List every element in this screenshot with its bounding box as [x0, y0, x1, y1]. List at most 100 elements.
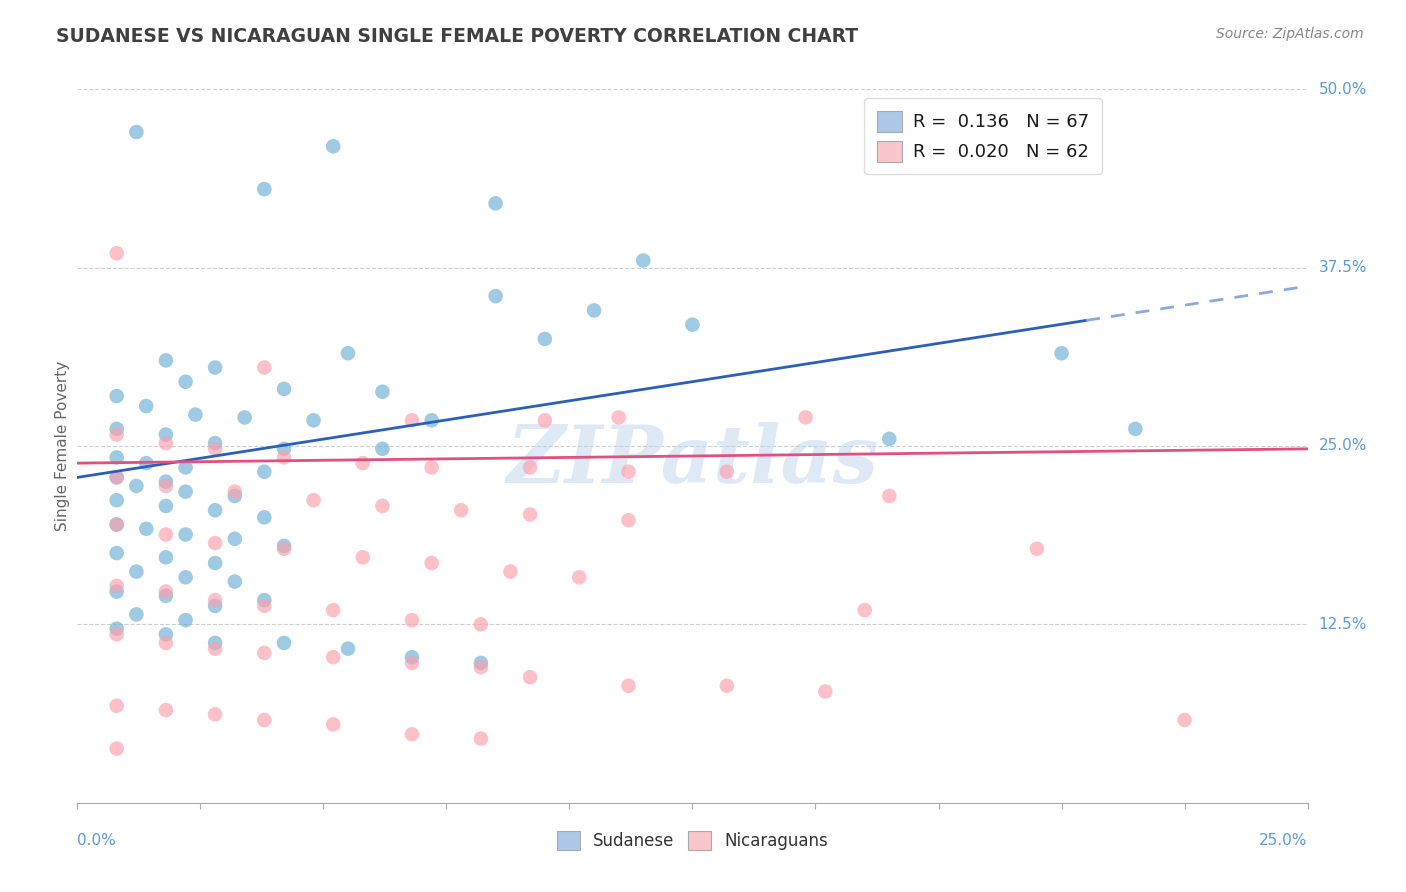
Point [420, 413, 443, 427]
Point [337, 346, 360, 360]
Point [322, 139, 344, 153]
Point [135, 456, 157, 470]
Point [302, 413, 325, 427]
Point [125, 565, 148, 579]
Point [105, 741, 128, 756]
Point [155, 550, 177, 565]
Point [519, 508, 541, 522]
Point [105, 493, 128, 508]
Point [105, 546, 128, 560]
Point [204, 442, 226, 456]
Point [105, 584, 128, 599]
Point [352, 550, 374, 565]
Point [499, 565, 522, 579]
Point [105, 427, 128, 442]
Point [371, 442, 394, 456]
Point [253, 593, 276, 607]
Point [273, 450, 295, 465]
Point [135, 399, 157, 413]
Point [204, 503, 226, 517]
Point [204, 556, 226, 570]
Point [273, 539, 295, 553]
Point [105, 470, 128, 484]
Text: 0.0%: 0.0% [77, 833, 117, 848]
Point [470, 656, 492, 670]
Point [204, 599, 226, 613]
Point [401, 613, 423, 627]
Point [401, 650, 423, 665]
Point [617, 465, 640, 479]
Point [155, 475, 177, 489]
Point [253, 360, 276, 375]
Point [401, 413, 423, 427]
Point [204, 636, 226, 650]
Point [105, 450, 128, 465]
Point [1174, 713, 1197, 727]
Point [401, 656, 423, 670]
Point [470, 617, 492, 632]
Point [853, 603, 876, 617]
Legend: Sudanese, Nicaraguans: Sudanese, Nicaraguans [548, 822, 837, 859]
Point [125, 607, 148, 622]
Point [716, 465, 738, 479]
Point [273, 382, 295, 396]
Point [174, 460, 197, 475]
Point [879, 432, 901, 446]
Point [1026, 541, 1049, 556]
Point [253, 182, 276, 196]
Point [155, 427, 177, 442]
Point [814, 684, 837, 698]
Point [534, 413, 557, 427]
Y-axis label: Single Female Poverty: Single Female Poverty [55, 361, 70, 531]
Point [322, 650, 344, 665]
Point [105, 389, 128, 403]
Point [337, 641, 360, 656]
Point [105, 517, 128, 532]
Point [322, 603, 344, 617]
Point [273, 442, 295, 456]
Point [420, 460, 443, 475]
Text: 12.5%: 12.5% [1319, 617, 1367, 632]
Point [470, 731, 492, 746]
Point [519, 670, 541, 684]
Point [204, 707, 226, 722]
Point [273, 541, 295, 556]
Point [105, 246, 128, 260]
Point [273, 636, 295, 650]
Point [224, 484, 246, 499]
Point [204, 641, 226, 656]
Point [174, 375, 197, 389]
Text: SUDANESE VS NICARAGUAN SINGLE FEMALE POVERTY CORRELATION CHART: SUDANESE VS NICARAGUAN SINGLE FEMALE POV… [56, 27, 859, 45]
Point [155, 436, 177, 450]
Point [184, 408, 207, 422]
Point [224, 489, 246, 503]
Point [224, 574, 246, 589]
Point [470, 660, 492, 674]
Point [253, 465, 276, 479]
Point [105, 698, 128, 713]
Point [224, 532, 246, 546]
Point [617, 513, 640, 527]
Point [155, 636, 177, 650]
Point [204, 536, 226, 550]
Point [135, 522, 157, 536]
Point [371, 499, 394, 513]
Point [105, 579, 128, 593]
Text: 37.5%: 37.5% [1319, 260, 1367, 275]
Point [174, 484, 197, 499]
Point [682, 318, 704, 332]
Point [105, 422, 128, 436]
Point [155, 589, 177, 603]
Point [485, 289, 508, 303]
Point [352, 456, 374, 470]
Point [204, 593, 226, 607]
Point [204, 436, 226, 450]
Point [716, 679, 738, 693]
Point [1125, 422, 1147, 436]
Point [253, 713, 276, 727]
Point [155, 353, 177, 368]
Point [322, 717, 344, 731]
Point [1050, 346, 1073, 360]
Point [155, 584, 177, 599]
Point [794, 410, 817, 425]
